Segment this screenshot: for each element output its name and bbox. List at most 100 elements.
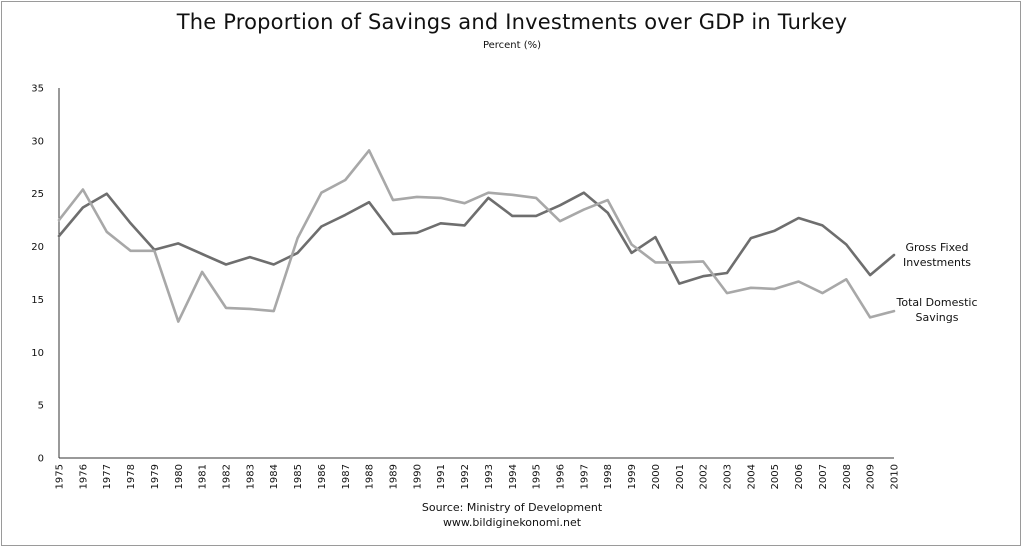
x-tick-label: 2007: [818, 464, 829, 489]
data-point: [893, 254, 895, 256]
data-point: [726, 292, 728, 294]
data-point: [535, 215, 537, 217]
series-line-total-domestic-savings: [57, 149, 896, 323]
data-point: [463, 202, 466, 205]
data-point: [82, 188, 84, 191]
x-tick-label: 1977: [102, 464, 113, 489]
data-point: [535, 197, 537, 199]
data-point: [416, 232, 418, 234]
x-tick-label: 2010: [890, 464, 901, 489]
data-point: [487, 197, 490, 199]
x-tick-label: 1976: [78, 464, 89, 489]
x-tick-label: 1996: [556, 464, 567, 489]
data-point: [344, 179, 347, 181]
data-point: [845, 243, 848, 246]
x-tick-label: 1992: [460, 464, 471, 489]
data-point: [177, 242, 180, 245]
data-point: [129, 250, 132, 252]
data-point: [296, 237, 299, 239]
data-point: [821, 292, 824, 294]
x-tick-label: 1991: [436, 464, 447, 489]
data-point: [797, 217, 800, 219]
x-tick-label: 1995: [532, 464, 543, 489]
data-point: [511, 193, 514, 196]
data-point: [678, 282, 681, 285]
data-point: [272, 310, 275, 312]
data-point: [105, 230, 108, 233]
x-tick-label: 1982: [222, 464, 233, 489]
series-line-gross-fixed-investments: [57, 191, 896, 285]
x-tick-label: 1993: [484, 464, 495, 489]
data-point: [153, 250, 156, 252]
data-point: [773, 288, 776, 290]
source-line: Source: Ministry of Development: [421, 501, 603, 514]
data-point: [439, 197, 442, 199]
series-label: Gross Fixed: [906, 241, 969, 254]
series-label: Investments: [903, 256, 971, 269]
data-point: [630, 252, 633, 254]
source-note: Source: Ministry of Development www.bild…: [0, 500, 1024, 530]
data-point: [606, 211, 609, 214]
y-tick-label: 35: [31, 84, 44, 95]
data-point: [797, 280, 800, 283]
y-tick-label: 30: [31, 136, 44, 147]
y-tick-label: 10: [31, 348, 44, 359]
x-tick-label: 1997: [579, 464, 590, 489]
data-point: [296, 252, 299, 254]
x-tick-label: 1999: [627, 464, 638, 489]
data-point: [583, 208, 585, 211]
x-tick-label: 1987: [341, 464, 352, 489]
data-point: [463, 224, 466, 227]
x-tick-label: 2004: [746, 464, 757, 489]
x-tick-label: 1980: [174, 464, 185, 489]
data-point: [845, 278, 848, 281]
data-point: [750, 287, 752, 289]
data-point: [702, 260, 704, 263]
data-point: [559, 220, 561, 222]
x-tick-label: 2003: [723, 464, 734, 489]
x-tick-label: 2009: [866, 464, 877, 489]
data-point: [821, 224, 824, 227]
chart-title: The Proportion of Savings and Investment…: [176, 10, 848, 34]
data-point: [58, 219, 60, 221]
data-point: [702, 275, 704, 277]
data-point: [750, 237, 752, 239]
data-point: [654, 261, 657, 264]
x-tick-label: 1998: [603, 464, 614, 489]
x-tick-label: 2008: [842, 464, 853, 489]
data-point: [105, 192, 108, 195]
x-tick-label: 1988: [365, 464, 376, 489]
data-point: [368, 201, 370, 203]
data-point: [201, 271, 203, 273]
x-tick-label: 2006: [794, 464, 805, 489]
data-point: [177, 320, 180, 323]
data-point: [82, 206, 84, 209]
data-point: [344, 214, 347, 216]
data-point: [392, 199, 394, 201]
x-tick-label: 1981: [198, 464, 209, 489]
data-point: [249, 308, 251, 310]
chart-subtitle: Percent (%): [482, 40, 542, 51]
data-point: [606, 199, 609, 201]
data-point: [893, 310, 895, 312]
x-tick-label: 1986: [317, 464, 328, 489]
data-point: [320, 191, 323, 194]
y-tick-label: 5: [38, 401, 44, 412]
data-point: [654, 236, 657, 238]
data-point: [201, 253, 203, 255]
series-label: Total Domestic: [895, 296, 977, 309]
data-point: [320, 225, 323, 228]
data-point: [392, 233, 394, 235]
data-point: [225, 263, 227, 266]
y-tick-label: 25: [31, 189, 44, 200]
data-point: [630, 243, 633, 246]
data-point: [368, 149, 370, 152]
x-tick-label: 1983: [245, 464, 256, 489]
x-tick-label: 2001: [675, 464, 686, 489]
x-tick-label: 2005: [770, 464, 781, 489]
x-tick-label: 2000: [651, 464, 662, 489]
data-point: [225, 307, 227, 309]
data-point: [773, 229, 776, 232]
